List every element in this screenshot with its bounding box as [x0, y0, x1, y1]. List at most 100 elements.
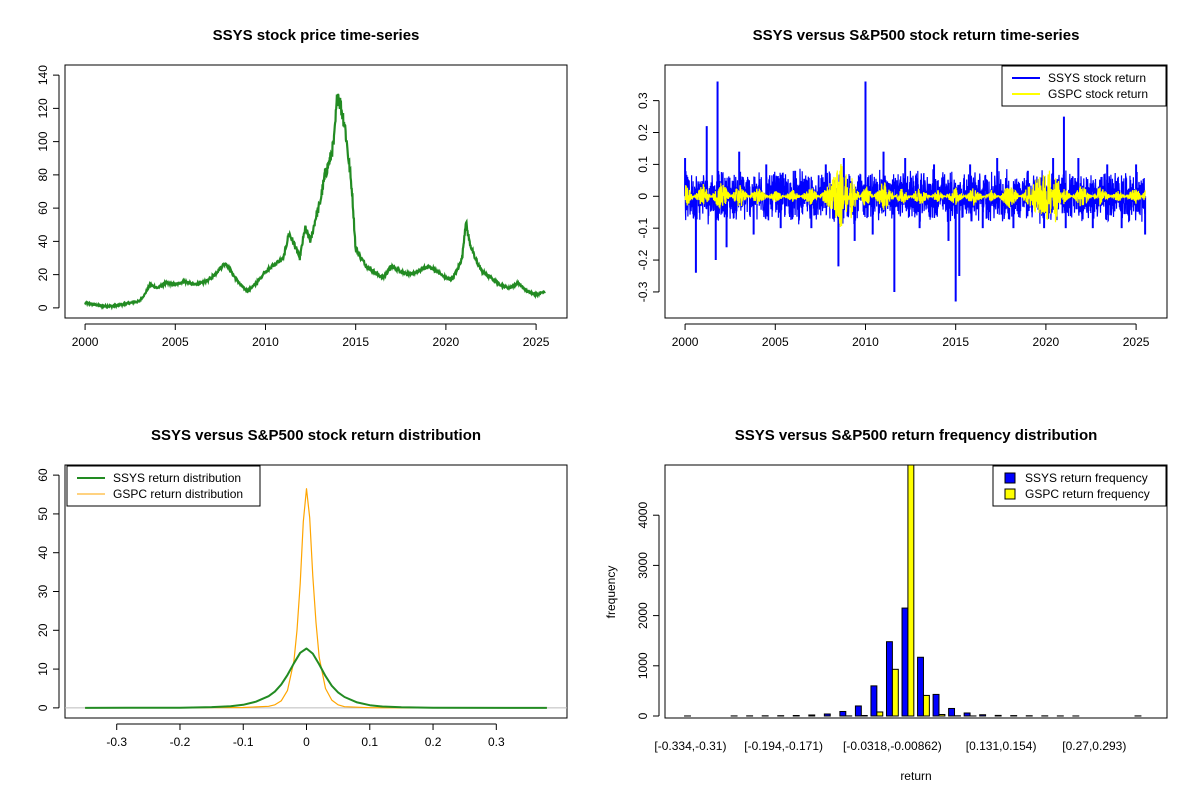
x-axis-title: return [900, 769, 931, 783]
y-tick-label: 60 [36, 468, 50, 482]
x-tick-label: 2015 [342, 335, 369, 349]
ssys-freq-bar [808, 714, 816, 717]
y-tick-label: 0 [36, 704, 50, 711]
x-tick-label: 2005 [162, 335, 189, 349]
ssys-freq-bar [979, 714, 987, 717]
y-tick-label: 0.2 [636, 124, 650, 141]
x-tick-label: 2020 [1033, 335, 1060, 349]
legend-entry: SSYS stock return [1048, 71, 1146, 85]
x-tick-label: 0.3 [488, 735, 505, 749]
ssys-freq-bar [854, 705, 862, 717]
ssys-freq-bar [792, 714, 800, 717]
ssys-density-line [85, 647, 547, 709]
x-tick-label: -0.2 [170, 735, 191, 749]
y-tick-label: 0 [636, 712, 650, 719]
ssys-freq-bar [885, 641, 893, 717]
panel-3: SSYS versus S&P500 stock return distribu… [36, 427, 568, 749]
y-tick-label: 0 [36, 304, 50, 311]
legend-entry: GSPC return distribution [113, 487, 243, 501]
y-tick-label: 20 [36, 623, 50, 637]
legend-box [992, 465, 1167, 507]
x-tick-label: 2005 [762, 335, 789, 349]
chart-title: SSYS stock price time-series [213, 27, 420, 44]
y-tick-label: 0 [636, 193, 650, 200]
y-tick-label: -0.2 [636, 249, 650, 270]
x-tick-label: 2015 [942, 335, 969, 349]
x-tick-label: 2000 [672, 335, 699, 349]
y-tick-label: 2000 [636, 602, 650, 629]
x-tick-label: [0.27,0.293) [1062, 739, 1126, 753]
ssys-freq-bar [963, 712, 971, 717]
price-series-line [84, 93, 546, 311]
x-tick-label: 0.1 [361, 735, 378, 749]
plot-frame [64, 64, 568, 319]
legend-swatch [1004, 472, 1016, 484]
gspc-freq-bar [922, 694, 930, 717]
x-tick-label: -0.1 [233, 735, 254, 749]
gspc-density-line [85, 488, 547, 709]
chart-title: SSYS versus S&P500 stock return time-ser… [753, 27, 1080, 44]
x-tick-label: 2025 [523, 335, 550, 349]
x-tick-label: 2010 [252, 335, 279, 349]
y-tick-label: 10 [36, 662, 50, 676]
y-tick-label: -0.1 [636, 218, 650, 239]
gspc-return-series [684, 163, 1146, 228]
ssys-freq-bar [917, 656, 924, 717]
x-tick-label: [-0.0318,-0.00862) [843, 739, 942, 753]
x-tick-label: 0.2 [425, 735, 442, 749]
y-tick-label: 1000 [636, 652, 650, 679]
y-tick-label: 30 [36, 585, 50, 599]
gspc-freq-bar [938, 713, 946, 717]
gspc-freq-bar [907, 464, 915, 717]
legend-entry: SSYS return frequency [1025, 471, 1148, 485]
x-tick-label: [-0.334,-0.31) [654, 739, 726, 753]
panel-4: SSYS versus S&P500 return frequency dist… [604, 427, 1168, 783]
x-tick-label: [0.131,0.154) [966, 739, 1037, 753]
x-tick-label: [-0.194,-0.171) [744, 739, 823, 753]
legend-entry: SSYS return distribution [113, 471, 241, 485]
ssys-freq-bar [901, 607, 909, 717]
legend-box [66, 465, 261, 507]
x-tick-label: 2020 [433, 335, 460, 349]
y-tick-label: 3000 [636, 552, 650, 579]
plot-frame [664, 64, 1168, 319]
plot-frame [64, 464, 568, 719]
x-tick-label: 2000 [72, 335, 99, 349]
gspc-freq-bar [891, 668, 899, 717]
gspc-freq-bar [876, 711, 884, 717]
x-tick-label: 2025 [1123, 335, 1150, 349]
y-tick-label: 0.3 [636, 92, 650, 109]
ssys-freq-bar [994, 714, 1002, 717]
legend-box [1001, 65, 1167, 107]
ssys-freq-bar [823, 713, 831, 717]
y-tick-label: 20 [36, 268, 50, 282]
panel-2: SSYS versus S&P500 stock return time-ser… [636, 27, 1168, 349]
legend-entry: GSPC return frequency [1025, 487, 1150, 501]
ssys-freq-bar [932, 693, 940, 717]
ssys-freq-bar [948, 707, 956, 717]
y-tick-label: 0.1 [636, 156, 650, 173]
y-tick-label: -0.3 [636, 281, 650, 302]
legend-entry: GSPC stock return [1048, 87, 1148, 101]
chart-title: SSYS versus S&P500 stock return distribu… [151, 427, 481, 444]
plot-frame [664, 464, 1168, 719]
chart-title: SSYS versus S&P500 return frequency dist… [735, 427, 1098, 444]
y-tick-label: 120 [36, 98, 50, 118]
y-tick-label: 50 [36, 507, 50, 521]
gspc-freq-bar [860, 714, 868, 717]
y-tick-label: 40 [36, 546, 50, 560]
y-tick-label: 100 [36, 131, 50, 151]
x-tick-label: -0.3 [106, 735, 127, 749]
y-tick-label: 140 [36, 65, 50, 85]
y-tick-label: 4000 [636, 502, 650, 529]
y-tick-label: 40 [36, 234, 50, 248]
x-tick-label: 0 [303, 735, 310, 749]
y-axis-title: frequency [604, 566, 618, 619]
ssys-freq-bar [839, 710, 847, 717]
ssys-freq-bar [870, 685, 878, 717]
x-tick-label: 2010 [852, 335, 879, 349]
y-tick-label: 80 [36, 168, 50, 182]
y-tick-label: 60 [36, 201, 50, 215]
